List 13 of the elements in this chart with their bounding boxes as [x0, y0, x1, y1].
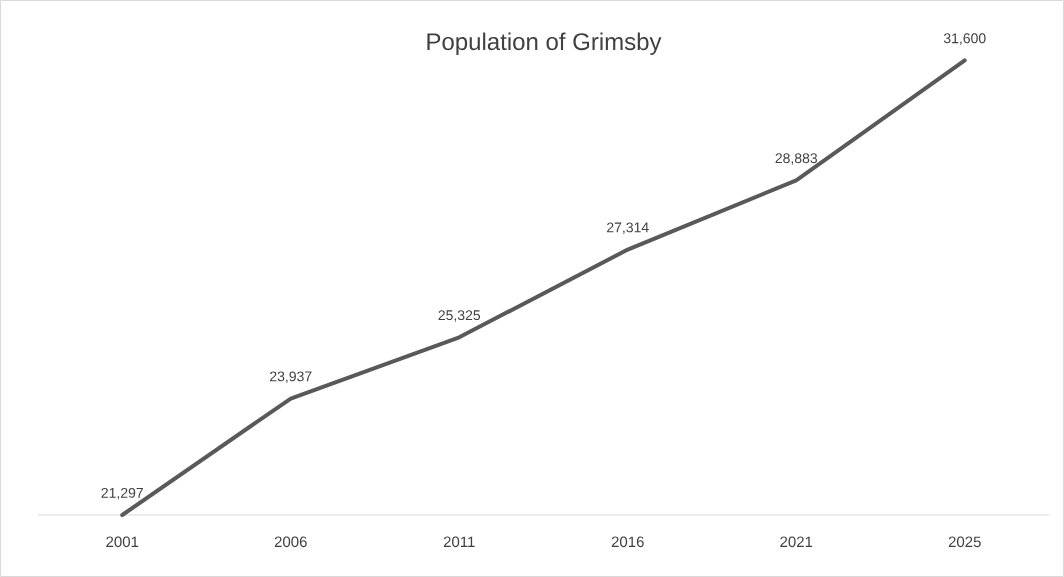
data-label: 21,297	[101, 487, 143, 500]
data-label: 25,325	[438, 310, 481, 322]
data-label: 31,600	[943, 33, 986, 45]
x-tick-label: 2011	[443, 536, 475, 548]
chart-title: Population of Grimsby	[427, 32, 662, 55]
x-tick-label: 2006	[274, 536, 307, 548]
x-tick-label: 2001	[106, 536, 139, 548]
data-label: 27,314	[607, 222, 649, 235]
x-tick-label: 2016	[611, 536, 644, 548]
x-tick-label: 2025	[948, 536, 981, 548]
data-label: 23,937	[270, 371, 312, 384]
data-label: 28,883	[775, 153, 818, 165]
x-tick-label: 2021	[780, 536, 813, 548]
